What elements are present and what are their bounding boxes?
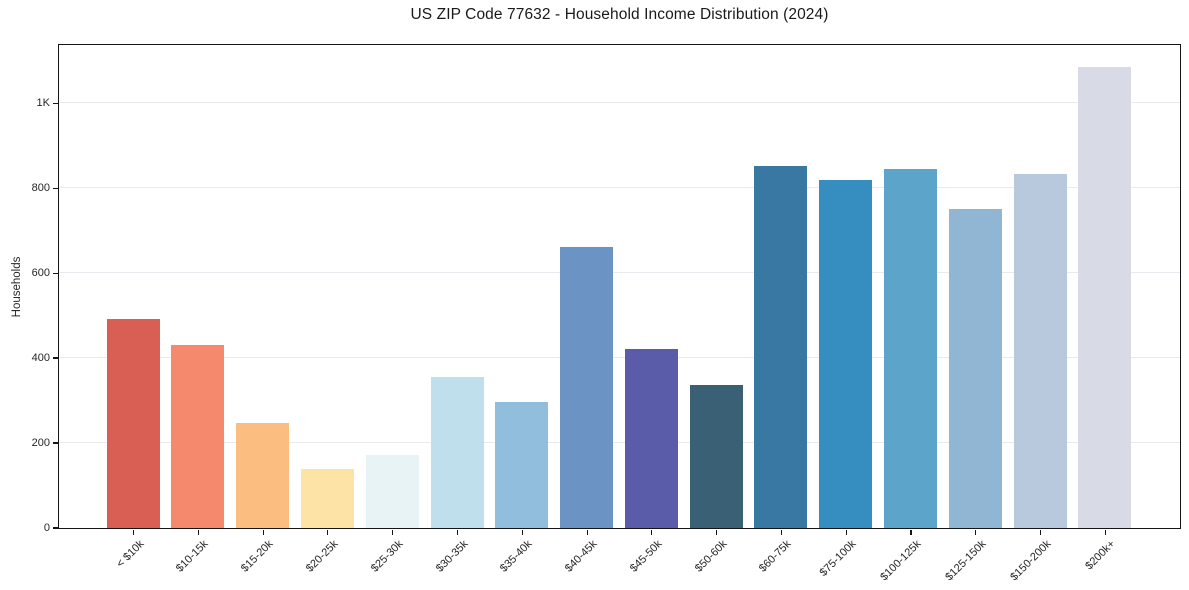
bar bbox=[624, 349, 678, 528]
gridline bbox=[58, 272, 1180, 274]
y-tick-label: 0 bbox=[43, 521, 50, 534]
plot-area bbox=[57, 43, 1181, 529]
x-axis-tick bbox=[132, 529, 135, 535]
y-tick-label: 400 bbox=[31, 351, 50, 364]
x-axis-tick bbox=[845, 529, 847, 535]
bar bbox=[1078, 66, 1132, 528]
y-tick-label: 1K bbox=[36, 96, 50, 109]
bar bbox=[365, 455, 419, 528]
x-axis-tick bbox=[975, 529, 977, 535]
y-tick-label: 600 bbox=[31, 266, 50, 279]
y-axis-tick bbox=[53, 357, 58, 359]
x-axis-tick bbox=[651, 529, 653, 535]
y-axis-tick bbox=[53, 272, 58, 274]
y-tick-label: 200 bbox=[31, 436, 50, 449]
bar bbox=[171, 344, 225, 528]
bar bbox=[754, 166, 808, 528]
x-axis-tick bbox=[586, 529, 588, 535]
gridline bbox=[58, 357, 1180, 359]
x-axis-tick bbox=[327, 529, 329, 535]
y-axis-tick bbox=[53, 187, 58, 189]
y-axis-tick bbox=[53, 442, 58, 444]
x-tick-label: < $10k bbox=[113, 538, 147, 571]
bar bbox=[1013, 173, 1067, 528]
bar bbox=[689, 385, 743, 528]
bar bbox=[819, 180, 873, 528]
y-tick-label: 800 bbox=[31, 181, 50, 194]
y-axis-tick bbox=[53, 527, 58, 529]
bar bbox=[495, 402, 549, 528]
x-axis-tick bbox=[910, 529, 912, 535]
x-axis-tick bbox=[392, 529, 394, 535]
x-axis-tick bbox=[262, 529, 264, 535]
x-axis-tick bbox=[716, 529, 718, 535]
gridline bbox=[58, 187, 1180, 189]
bar bbox=[300, 468, 354, 528]
x-axis-tick bbox=[197, 529, 199, 535]
bar bbox=[430, 376, 484, 528]
x-axis-tick bbox=[780, 529, 783, 535]
bar bbox=[560, 247, 614, 528]
y-axis-tick bbox=[53, 102, 58, 104]
gridline bbox=[58, 442, 1180, 444]
chart-title: US ZIP Code 77632 - Household Income Dis… bbox=[410, 6, 829, 23]
x-axis-tick bbox=[456, 529, 459, 535]
bar bbox=[948, 208, 1002, 528]
x-axis-tick bbox=[1104, 529, 1107, 535]
x-axis-tick bbox=[521, 529, 523, 535]
bar bbox=[236, 423, 290, 528]
gridline bbox=[58, 102, 1180, 104]
bar bbox=[106, 319, 160, 528]
x-axis-tick bbox=[1040, 529, 1042, 535]
bar bbox=[884, 169, 938, 528]
